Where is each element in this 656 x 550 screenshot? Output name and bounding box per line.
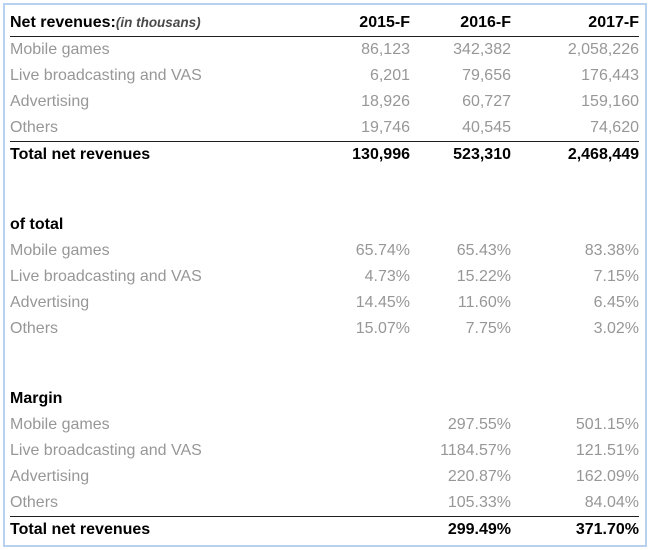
cell-value: 6.45% [593,294,639,311]
total-row-label: Total net revenues [10,521,151,538]
table-row: Advertising 18,926 60,727 159,160 [10,89,639,115]
row-label: Others [10,320,59,337]
section-title-of-total: of total [10,216,64,233]
table-header-row: Net revenues:(in thousans) 2015-F 2016-F… [10,10,639,37]
column-header-2015f: 2015-F [359,14,410,31]
row-label: Live broadcasting and VAS [10,442,202,459]
table-title-note: (in thousans) [115,15,201,30]
cell-value: 65.43% [456,242,511,259]
row-label: Live broadcasting and VAS [10,67,202,84]
row-label: Advertising [10,93,90,110]
section-title-row: of total [10,212,639,238]
cell-value: 297.55% [447,416,511,433]
table-row: Advertising 220.87% 162.09% [10,464,639,490]
cell-value: 65.74% [355,242,410,259]
row-label: Others [10,494,59,511]
row-label: Advertising [10,294,90,311]
cell-value: 7.75% [465,320,511,337]
table-row: Mobile games 86,123 342,382 2,058,226 [10,37,639,63]
cell-value: 84.04% [584,494,639,511]
cell-value: 6,201 [369,67,410,84]
total-cell-value: 130,996 [352,146,410,163]
cell-value: 19,746 [361,119,410,136]
cell-value: 60,727 [462,93,511,110]
row-label: Advertising [10,468,90,485]
table-title: Net revenues:(in thousans) [10,14,314,32]
total-cell-value: 299.49% [447,521,511,538]
table-row: Mobile games 297.55% 501.15% [10,412,639,438]
column-header-2016f: 2016-F [460,14,511,31]
total-cell-value: 2,468,449 [567,146,639,163]
table-row: Others 19,746 40,545 74,620 [10,115,639,141]
column-header-2017f: 2017-F [588,14,639,31]
table-title-text: Net revenues: [10,14,116,31]
cell-value: 86,123 [361,41,410,58]
cell-value: 1184.57% [440,442,511,459]
table-row: Live broadcasting and VAS 1184.57% 121.5… [10,438,639,464]
table-row: Mobile games 65.74% 65.43% 83.38% [10,238,639,264]
cell-value: 74,620 [590,119,639,136]
cell-value: 4.73% [364,268,410,285]
section-title-row: Margin [10,386,639,412]
cell-value: 176,443 [581,67,639,84]
cell-value: 15.22% [456,268,511,285]
row-label: Live broadcasting and VAS [10,268,202,285]
total-row: Total net revenues 130,996 523,310 2,468… [10,141,639,168]
row-label: Others [10,119,59,136]
table-row: Others 105.33% 84.04% [10,490,639,516]
cell-value: 501.15% [575,416,639,433]
cell-value: 105.33% [447,494,511,511]
total-row: Total net revenues 299.49% 371.70% [10,516,639,543]
total-cell-value: 371.70% [575,521,639,538]
row-label: Mobile games [10,242,110,259]
cell-value: 2,058,226 [567,41,639,58]
table-row: Live broadcasting and VAS 6,201 79,656 1… [10,63,639,89]
cell-value: 121.51% [575,442,639,459]
section-title-margin: Margin [10,390,63,407]
total-row-label: Total net revenues [10,146,151,163]
table-row: Advertising 14.45% 11.60% 6.45% [10,290,639,316]
table-row: Others 15.07% 7.75% 3.02% [10,316,639,342]
row-label: Mobile games [10,416,110,433]
cell-value: 18,926 [361,93,410,110]
cell-value: 79,656 [462,67,511,84]
table-row: Live broadcasting and VAS 4.73% 15.22% 7… [10,264,639,290]
cell-value: 3.02% [593,320,639,337]
cell-value: 7.15% [593,268,639,285]
cell-value: 159,160 [581,93,639,110]
cell-value: 342,382 [453,41,511,58]
row-label: Mobile games [10,41,110,58]
cell-value: 40,545 [462,119,511,136]
cell-value: 162.09% [575,468,639,485]
cell-value: 220.87% [447,468,511,485]
cell-value: 83.38% [584,242,639,259]
cell-value: 11.60% [457,294,511,311]
net-revenues-table: Net revenues:(in thousans) 2015-F 2016-F… [3,3,647,547]
total-cell-value: 523,310 [453,146,511,163]
cell-value: 14.45% [355,294,410,311]
cell-value: 15.07% [355,320,410,337]
